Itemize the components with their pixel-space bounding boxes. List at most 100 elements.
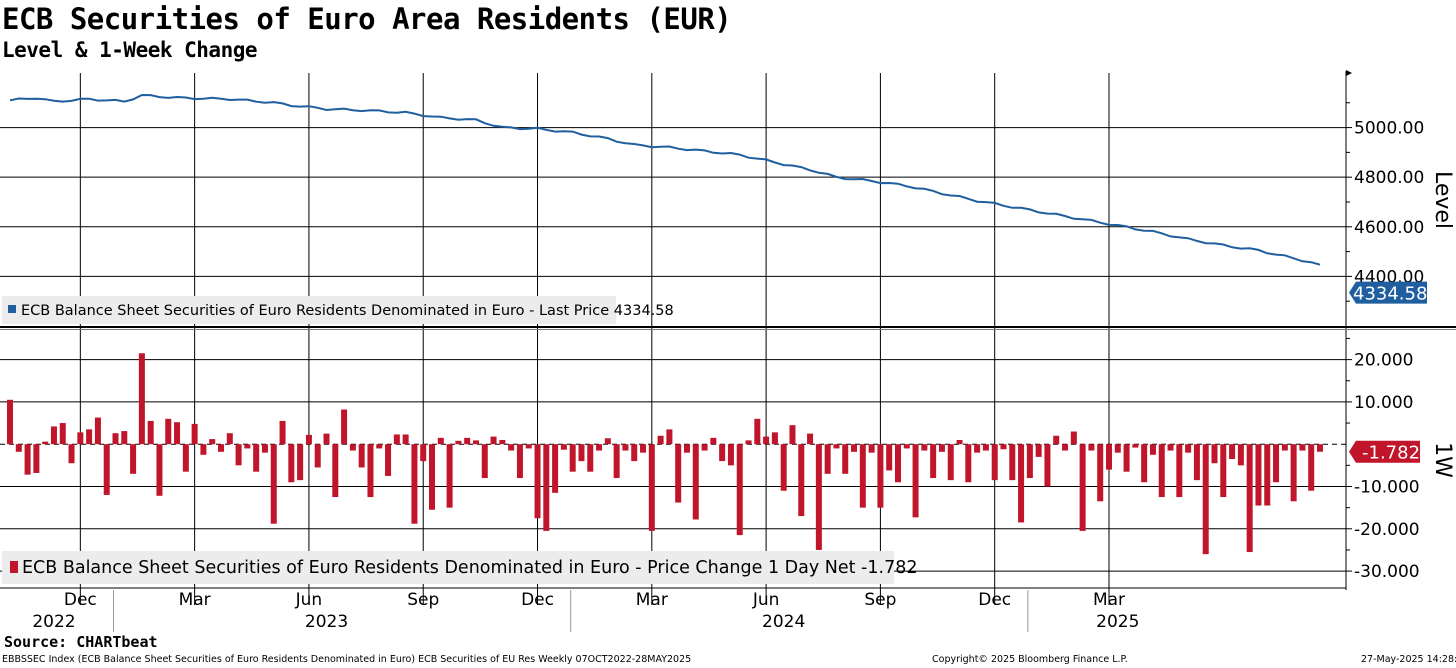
y-tick-label-change: -30.000 bbox=[1354, 562, 1420, 582]
change-bar bbox=[701, 444, 708, 451]
change-bar bbox=[191, 423, 198, 445]
change-bar bbox=[596, 444, 603, 451]
change-bar bbox=[815, 444, 822, 550]
x-tick-label-month: Jun bbox=[752, 590, 780, 610]
change-bar bbox=[121, 431, 128, 445]
change-bar bbox=[807, 433, 814, 445]
change-bar bbox=[349, 444, 356, 451]
change-bar bbox=[1105, 444, 1112, 470]
x-tick-label-month: Mar bbox=[179, 590, 211, 610]
change-bar bbox=[297, 444, 304, 481]
change-bar bbox=[868, 444, 875, 453]
legend-swatch-level bbox=[8, 305, 16, 313]
change-bar bbox=[666, 429, 673, 445]
change-bar bbox=[965, 444, 972, 483]
change-bar bbox=[982, 444, 989, 451]
x-tick-label-year: 2023 bbox=[305, 612, 348, 632]
change-bar bbox=[1255, 444, 1262, 506]
legend-box-change bbox=[2, 551, 894, 584]
change-bar bbox=[420, 444, 427, 462]
legend-box-level bbox=[2, 296, 616, 324]
change-bar bbox=[604, 438, 611, 445]
change-bar bbox=[1044, 444, 1051, 487]
change-bar bbox=[745, 440, 752, 445]
source-note: Source: CHARTbeat bbox=[4, 633, 158, 651]
change-bar bbox=[683, 444, 690, 453]
change-bar bbox=[798, 444, 805, 517]
change-bar bbox=[648, 444, 655, 531]
change-bar bbox=[24, 444, 31, 475]
change-bar bbox=[376, 444, 383, 449]
change-bar bbox=[235, 444, 242, 466]
change-bar bbox=[763, 436, 770, 445]
change-bar bbox=[1290, 444, 1297, 502]
change-bar bbox=[1097, 444, 1104, 502]
change-bar bbox=[771, 432, 778, 445]
change-bar bbox=[1035, 444, 1042, 457]
chart-title: ECB Securities of Euro Area Residents (E… bbox=[2, 2, 732, 36]
change-bar bbox=[437, 437, 444, 445]
change-bar bbox=[314, 444, 321, 468]
change-bar bbox=[323, 433, 330, 445]
change-bar bbox=[859, 444, 866, 508]
chart-subtitle: Level & 1-Week Change bbox=[2, 38, 258, 62]
change-bar bbox=[481, 444, 488, 479]
change-bar bbox=[472, 440, 479, 445]
x-tick-label-year: 2022 bbox=[32, 612, 75, 632]
change-bar bbox=[991, 444, 998, 481]
footer-timestamp: 27-May-2025 14:28:43 bbox=[1361, 654, 1456, 665]
change-bar bbox=[560, 444, 567, 450]
last-value-label-level: 4334.58 bbox=[1353, 284, 1427, 305]
change-bar bbox=[244, 444, 251, 449]
change-bar bbox=[657, 435, 664, 445]
change-bar bbox=[587, 444, 594, 472]
change-bar bbox=[226, 433, 233, 445]
change-bar bbox=[130, 444, 137, 474]
change-bar bbox=[385, 444, 392, 476]
change-bar bbox=[305, 434, 312, 445]
change-bar bbox=[94, 417, 101, 445]
footer-description: EBBSSEC Index (ECB Balance Sheet Securit… bbox=[2, 654, 692, 665]
level-line bbox=[9, 93, 1321, 266]
change-bar bbox=[947, 444, 954, 481]
y-tick-label-change: 10.000 bbox=[1354, 393, 1413, 413]
x-tick-label-month: Dec bbox=[64, 590, 97, 610]
change-bar bbox=[182, 444, 189, 472]
y-tick-label-change: 20.000 bbox=[1354, 351, 1413, 371]
change-bar bbox=[1211, 444, 1218, 464]
legend-label-change: ECB Balance Sheet Securities of Euro Res… bbox=[22, 558, 917, 578]
change-bar bbox=[499, 439, 506, 445]
change-bar bbox=[640, 444, 647, 453]
x-tick-label-year: 2024 bbox=[762, 612, 805, 632]
x-tick-label-month: Dec bbox=[521, 590, 554, 610]
change-bar bbox=[279, 420, 286, 445]
legend-label-level: ECB Balance Sheet Securities of Euro Res… bbox=[21, 303, 674, 319]
change-bar bbox=[209, 439, 216, 445]
change-bar bbox=[332, 444, 339, 498]
change-bar bbox=[1079, 444, 1086, 531]
change-bar bbox=[921, 444, 928, 451]
change-bar bbox=[692, 444, 699, 520]
change-bar bbox=[710, 437, 717, 445]
change-bar bbox=[174, 422, 181, 445]
change-bar bbox=[956, 439, 963, 445]
y-tick-label-level: 4600.00 bbox=[1354, 218, 1424, 238]
change-bar bbox=[490, 436, 497, 445]
change-bar bbox=[393, 434, 400, 445]
change-bar bbox=[1185, 444, 1192, 453]
change-bar bbox=[1167, 444, 1174, 451]
y-tick-label-change: -10.000 bbox=[1354, 477, 1420, 497]
y-tick-label-level: 5000.00 bbox=[1354, 119, 1424, 139]
change-bar bbox=[1070, 431, 1077, 445]
change-bar bbox=[930, 444, 937, 479]
change-bar bbox=[727, 444, 734, 466]
change-bar bbox=[1053, 435, 1060, 445]
change-bar bbox=[1158, 444, 1165, 498]
change-bar bbox=[138, 353, 145, 445]
change-bar bbox=[1246, 444, 1253, 553]
y-tick-label-change: -20.000 bbox=[1354, 520, 1420, 540]
change-bar bbox=[569, 444, 576, 472]
last-value-tag-change bbox=[1349, 440, 1420, 463]
change-bar bbox=[1299, 444, 1306, 451]
